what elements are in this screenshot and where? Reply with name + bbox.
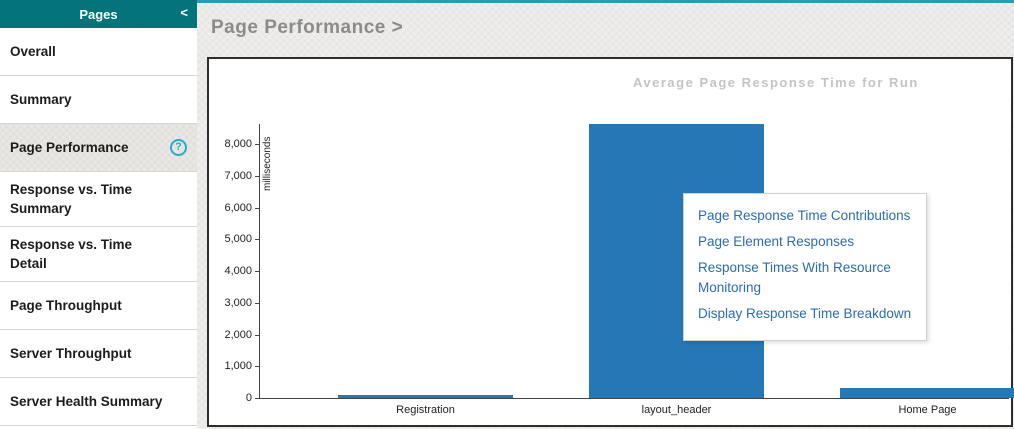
y-tick (255, 398, 260, 399)
breadcrumb[interactable]: Page Performance > (211, 17, 404, 38)
sidebar-item-label: Summary (10, 92, 72, 107)
help-icon[interactable]: ? (170, 138, 187, 156)
y-tick (255, 366, 260, 368)
y-tick-label: 3,000 (224, 296, 252, 309)
y-tick (255, 334, 260, 336)
sidebar-item-label: Page Performance (10, 140, 129, 155)
sidebar-item-page-performance[interactable]: Page Performance? (0, 124, 197, 172)
menu-item-display-response-time-breakdown[interactable]: Display Response Time Breakdown (698, 306, 912, 321)
sidebar-item-label: Response vs. Time Summary (10, 182, 133, 216)
menu-item-page-element-responses[interactable]: Page Element Responses (698, 234, 855, 249)
sidebar-item-server-health-summary[interactable]: Server Health Summary (0, 378, 197, 426)
sidebar-title: Pages (79, 6, 118, 22)
y-tick (255, 271, 260, 273)
sidebar-item-label: Overall (10, 44, 56, 59)
menu-item-page-response-time-contributions[interactable]: Page Response Time Contributions (698, 208, 911, 223)
y-axis-line (259, 124, 260, 398)
x-axis-line (259, 398, 1009, 399)
chart-container: Average Page Response Time for Run milli… (207, 57, 1014, 427)
menu-item-response-times-with-resource-monitoring[interactable]: Response Times With Resource Monitoring (698, 260, 891, 295)
bar-registration[interactable] (338, 395, 513, 398)
y-tick (255, 239, 260, 241)
sidebar-item-page-throughput[interactable]: Page Throughput (0, 282, 197, 330)
sidebar-item-server-throughput[interactable]: Server Throughput (0, 330, 197, 378)
y-axis-title: milliseconds (262, 136, 273, 191)
sidebar-item-label: Server Health Summary (10, 394, 163, 409)
sidebar-item-label: Page Throughput (10, 298, 122, 313)
sidebar-item-label: Response vs. Time Detail (10, 237, 133, 271)
chart-title: Average Page Response Time for Run (633, 75, 919, 90)
sidebar-items: Overall Summary Page Performance? Response … (0, 28, 197, 426)
context-menu: Page Response Time Contributions Page Ele… (683, 193, 927, 341)
y-tick (255, 176, 260, 177)
y-tick-label: 4,000 (224, 265, 252, 278)
y-tick (255, 144, 260, 146)
sidebar-item-response-vs-time-detail[interactable]: Response vs. Time Detail (0, 227, 197, 282)
y-tick-label: 8,000 (224, 138, 252, 151)
sidebar-item-response-vs-time-summary[interactable]: Response vs. Time Summary (0, 172, 197, 227)
y-tick-label: 5,000 (224, 233, 252, 246)
y-tick-label: 2,000 (224, 328, 252, 341)
y-tick-label: 0 (245, 392, 252, 404)
sidebar-item-overall[interactable]: Overall (0, 28, 197, 76)
x-category-label-home-page: Home Page (898, 404, 957, 416)
y-tick (255, 302, 260, 304)
sidebar-header: Pages < (0, 0, 197, 28)
y-tick (255, 207, 260, 209)
y-tick-label: 6,000 (224, 201, 252, 214)
sidebar-item-label: Server Throughput (10, 346, 132, 361)
sidebar-item-summary[interactable]: Summary (0, 76, 197, 124)
sidebar: Pages < Overall Summary Page Performance? R… (0, 0, 197, 429)
y-tick-label: 1,000 (224, 360, 252, 373)
x-category-label-layout-header: layout_header (641, 404, 712, 416)
bar-home-page[interactable] (840, 388, 1014, 398)
collapse-sidebar-icon[interactable]: < (180, 5, 188, 20)
x-category-label-registration: Registration (396, 404, 455, 416)
top-accent-strip (197, 0, 1014, 3)
y-tick-label: 7,000 (224, 170, 252, 182)
